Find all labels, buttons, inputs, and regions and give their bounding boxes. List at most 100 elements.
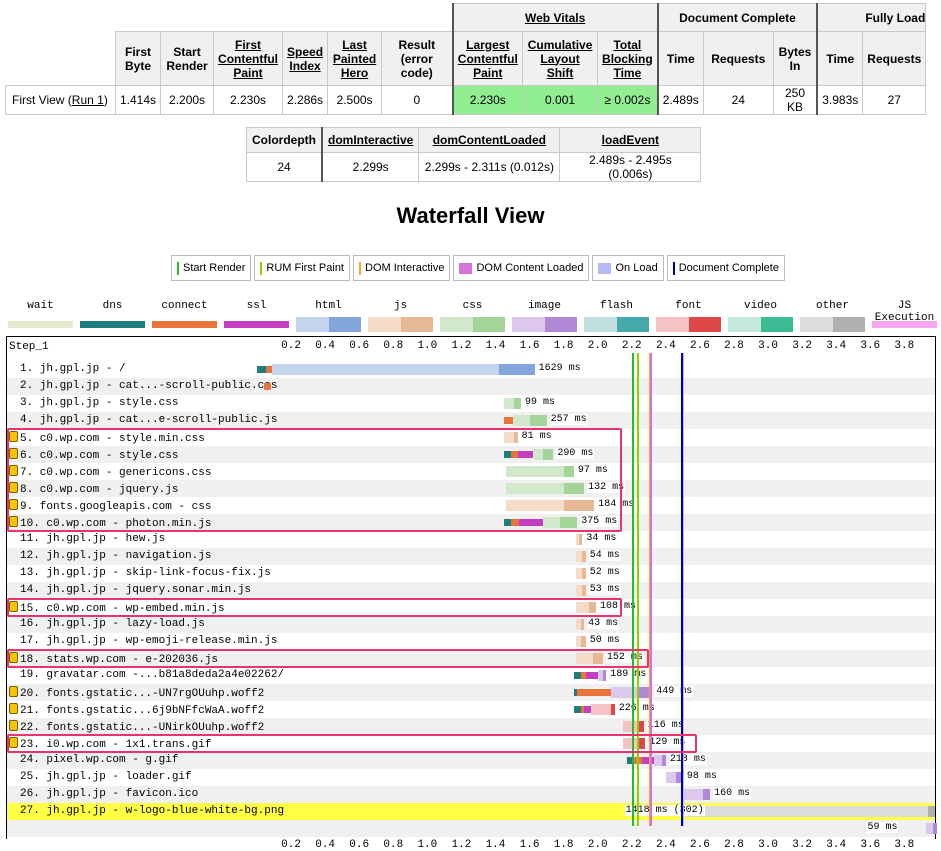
timing-table: Colordepth domInteractive domContentLoad… [246,127,702,182]
legend-swatch [260,261,263,275]
request-label: 2. jh.gpl.jp - cat...-scroll-public.css [9,380,277,392]
timing-ttfb [597,670,603,681]
timing-download [543,449,554,460]
color-key-bar [152,321,217,328]
timing-download [636,687,653,698]
timing-ttfb [532,449,544,460]
axis-tick-label: 1.2 [451,340,472,352]
color-key-font: font [654,300,723,332]
color-key-label: html [315,300,342,312]
request-row[interactable]: 6. c0.wp.com - style.css 290 ms [7,446,935,463]
col-load-event[interactable]: loadEvent [559,127,702,153]
col-cls[interactable]: Cumulative Layout Shift [522,31,599,86]
timing-ttfb [682,789,704,800]
request-row[interactable]: 59 ms [7,820,937,837]
request-row[interactable]: 23. i0.wp.com - 1x1.trans.gif 129 ms [7,735,935,752]
request-label: 6. c0.wp.com - style.css [9,448,178,462]
duration-label: 99 ms [524,397,557,408]
val-colordepth: 24 [246,152,323,182]
timing-download [563,500,595,511]
request-row[interactable]: 16. jh.gpl.jp - lazy-load.js 43 ms [7,616,935,633]
val-doc-time: 2.489s [656,85,704,115]
timing-download [582,568,586,579]
request-label-text: 23. i0.wp.com - 1x1.trans.gif [20,739,212,751]
duration-label: 375 ms [580,516,619,527]
color-key-video: video [726,300,795,332]
duration-label: 43 ms [587,618,620,629]
request-label: 12. jh.gpl.jp - navigation.js [9,550,211,562]
col-first-contentful-paint[interactable]: First Contentful Paint [213,31,284,86]
request-label: 4. jh.gpl.jp - cat...e-scroll-public.js [9,414,277,426]
request-row[interactable]: 9. fonts.googleapis.com - css 184 ms [7,497,935,514]
axis-tick-label: 1.4 [485,839,506,851]
request-row[interactable]: 26. jh.gpl.jp - favicon.ico 160 ms [7,786,935,803]
timing-ttfb [512,415,530,426]
color-key-swatch [440,317,473,332]
request-row[interactable]: 4. jh.gpl.jp - cat...e-scroll-public.js 2… [7,412,935,429]
request-row[interactable]: 20. fonts.gstatic...-UN7rgOUuhp.woff2 449… [7,684,935,701]
color-key-swatch [728,317,761,332]
timing-download [580,619,585,630]
timing-ttfb [504,398,515,409]
request-row[interactable]: 17. jh.gpl.jp - wp-emoji-release.min.js 5… [7,633,935,650]
axis-tick-label: 1.6 [519,839,540,851]
color-key-swatch [328,317,361,332]
request-row[interactable]: 2. jh.gpl.jp - cat...-scroll-public.css [7,378,935,395]
lock-icon [9,652,18,663]
timing-download [933,823,937,834]
duration-label: 108 ms [599,601,638,612]
request-row[interactable]: 14. jh.gpl.jp - jquery.sonar.min.js 53 ms [7,582,935,599]
run-1-link[interactable]: Run 1 [71,93,104,107]
timing-ttfb [505,500,564,511]
request-row[interactable]: 10. c0.wp.com - photon.min.js 375 ms [7,514,935,531]
timing-ssl [641,757,654,764]
col-colordepth: Colordepth [246,127,323,153]
request-row[interactable]: 13. jh.gpl.jp - skip-link-focus-fix.js 52… [7,565,935,582]
request-row[interactable]: 11. jh.gpl.jp - hew.js 34 ms [7,531,935,548]
color-key-bar [296,317,361,332]
timing-connect [265,366,273,373]
request-row[interactable]: 22. fonts.gstatic...-UNirkOUuhp.woff2 116… [7,718,935,735]
col-tbt[interactable]: Total Blocking Time [597,31,659,86]
color-key-bar [224,321,289,328]
legend-swatch [359,261,361,275]
first-view-label: First View (Run 1) [5,85,116,115]
web-vitals-header[interactable]: Web Vitals [451,3,659,32]
axis-tick-label: 3.2 [792,839,813,851]
request-row[interactable]: 7. c0.wp.com - genericons.css 97 ms [7,463,935,480]
timing-download [928,806,935,817]
request-row[interactable]: 5. c0.wp.com - style.min.css 81 ms [7,429,935,446]
axis-tick-label: 2.6 [690,839,710,851]
col-lcp[interactable]: Largest Contentful Paint [451,31,524,86]
request-row[interactable]: 18. stats.wp.com - e-202036.js 152 ms [7,650,935,667]
col-speed-index[interactable]: Speed Index [282,31,329,86]
val-doc-requests: 24 [702,85,774,115]
request-row[interactable]: 24. pixel.wp.com - g.gif 218 ms [7,752,935,769]
request-row[interactable]: 12. jh.gpl.jp - navigation.js 54 ms [7,548,935,565]
request-label: 25. jh.gpl.jp - loader.gif [9,771,192,783]
axis-tick-label: 2.8 [724,839,744,851]
request-row[interactable]: 15. c0.wp.com - wp-embed.min.js 108 ms [7,599,935,616]
duration-label: 449 ms [655,686,694,697]
summary-table: Web Vitals Document Complete Fully Load … [5,3,927,115]
request-row[interactable]: 25. jh.gpl.jp - loader.gif 98 ms [7,769,935,786]
request-row[interactable]: 27. jh.gpl.jp - w-logo-blue-white-bg.png… [7,803,935,820]
request-row[interactable]: 3. jh.gpl.jp - style.css 99 ms [7,395,935,412]
axis-tick-label: 3.2 [792,340,813,352]
request-row[interactable]: 21. fonts.gstatic...6j9bNFfcWaA.woff2 226… [7,701,935,718]
lock-icon [9,482,18,493]
request-label-text: 19. gravatar.com -...b81a8deda2a4e02262/ [20,669,285,681]
request-row[interactable]: 19. gravatar.com -...b81a8deda2a4e02262/… [7,667,935,684]
request-label-text: 22. fonts.gstatic...-UNirkOUuhp.woff2 [20,722,265,734]
color-key-bar [800,317,865,332]
request-row[interactable]: 1. jh.gpl.jp - / 1629 ms [7,361,935,378]
col-dom-interactive[interactable]: domInteractive [321,127,420,153]
document-complete-header: Document Complete [656,3,818,32]
request-row[interactable]: 8. c0.wp.com - jquery.js 132 ms [7,480,935,497]
timing-ttfb [926,823,934,834]
col-dom-content-loaded[interactable]: domContentLoaded [418,127,561,153]
col-last-painted-hero[interactable]: Last Painted Hero [327,31,383,86]
val-full-time: 3.983s [816,85,864,115]
val-start-render: 2.200s [160,85,215,115]
request-label-text: 27. jh.gpl.jp - w-logo-blue-white-bg.png [20,805,285,817]
